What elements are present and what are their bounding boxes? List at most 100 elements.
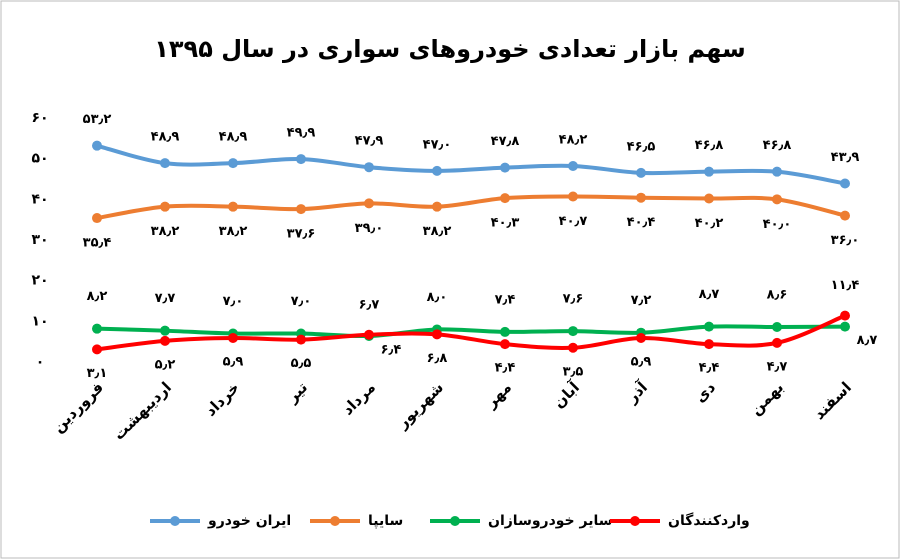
data-label: ۴۸٫۹ xyxy=(151,130,180,145)
legend-label: واردکنندگان xyxy=(668,512,750,529)
data-point xyxy=(704,321,714,332)
data-point xyxy=(840,210,850,221)
data-label: ۴۷٫۹ xyxy=(355,134,384,149)
data-label: ۳۹٫۰ xyxy=(355,221,384,236)
y-tick-label: ۶۰ xyxy=(31,110,48,126)
data-label: ۴٫۴ xyxy=(699,361,720,376)
y-tick-label: ۱۰ xyxy=(31,313,48,329)
legend-marker xyxy=(630,516,640,526)
data-label: ۴٫۷ xyxy=(767,359,788,374)
data-point xyxy=(228,201,238,212)
data-label: ۳۵٫۴ xyxy=(83,236,112,251)
data-label: ۳۸٫۲ xyxy=(219,224,248,239)
data-point xyxy=(636,192,646,203)
data-point xyxy=(840,310,850,321)
data-point xyxy=(704,166,714,177)
data-label: ۴۰٫۰ xyxy=(763,217,792,232)
data-point xyxy=(568,160,578,171)
data-label: ۵٫۹ xyxy=(631,355,652,370)
data-point xyxy=(568,191,578,202)
chart-title: سهم بازار تعدادی خودروهای سواری در سال ۱… xyxy=(154,35,746,63)
data-point xyxy=(840,178,850,189)
data-label: ۶٫۸ xyxy=(427,351,448,366)
data-label: ۴۰٫۲ xyxy=(695,216,724,231)
data-point xyxy=(296,204,306,215)
data-label: ۳٫۱ xyxy=(87,366,108,381)
data-point xyxy=(568,326,578,337)
data-point xyxy=(364,162,374,173)
data-label: ۸٫۶ xyxy=(767,288,788,303)
y-tick-label: ۲۰ xyxy=(31,273,48,289)
data-point xyxy=(364,329,374,340)
legend-marker xyxy=(450,516,460,526)
series-line xyxy=(95,313,847,352)
data-label: ۸٫۲ xyxy=(87,289,108,304)
data-label: ۷٫۴ xyxy=(495,292,516,307)
data-label: ۴۰٫۴ xyxy=(627,215,656,230)
data-label: ۴۶٫۸ xyxy=(763,138,792,153)
data-label: ۷٫۷ xyxy=(155,291,176,306)
data-label: ۴۷٫۸ xyxy=(491,134,520,149)
y-tick-label: ۵۰ xyxy=(31,151,48,167)
data-label: ۳۸٫۲ xyxy=(151,224,180,239)
y-tick-label: ۳۰ xyxy=(31,232,48,248)
data-label: ۵۳٫۲ xyxy=(83,112,112,127)
data-point xyxy=(568,342,578,353)
series-line xyxy=(95,194,847,221)
data-label: ۴٫۴ xyxy=(495,361,516,376)
data-label: ۵٫۹ xyxy=(223,355,244,370)
data-point xyxy=(772,166,782,177)
data-point xyxy=(636,333,646,344)
data-point xyxy=(704,339,714,350)
data-point xyxy=(296,154,306,165)
data-point xyxy=(160,158,170,169)
data-point xyxy=(92,323,102,334)
data-point xyxy=(432,165,442,176)
data-point xyxy=(160,335,170,346)
data-label: ۴۶٫۸ xyxy=(695,138,724,153)
data-label: ۵٫۵ xyxy=(291,356,312,371)
data-label: ۷٫۶ xyxy=(563,292,584,307)
legend-label: سایر خودروسازان xyxy=(488,513,613,529)
data-label: ۴۹٫۹ xyxy=(287,126,316,141)
data-label: ۷٫۰ xyxy=(223,294,244,309)
data-point xyxy=(500,162,510,173)
data-point xyxy=(92,140,102,151)
data-point xyxy=(840,321,850,332)
data-label: ۴۰٫۷ xyxy=(559,214,588,229)
data-label: ۴۳٫۹ xyxy=(831,150,860,165)
data-point xyxy=(772,337,782,348)
data-point xyxy=(500,339,510,350)
data-point xyxy=(296,334,306,345)
y-tick-label: ۴۰ xyxy=(31,191,48,207)
data-label: ۸٫۷ xyxy=(857,333,878,348)
data-label: ۷٫۰ xyxy=(291,294,312,309)
data-label: ۴۰٫۳ xyxy=(491,216,520,231)
data-point xyxy=(364,198,374,209)
data-label: ۵٫۲ xyxy=(155,357,176,372)
series-line xyxy=(95,324,847,339)
data-point xyxy=(92,344,102,355)
data-label: ۷٫۲ xyxy=(631,293,652,308)
data-point xyxy=(500,326,510,337)
series-line xyxy=(95,143,847,186)
data-label: ۳٫۵ xyxy=(563,364,584,379)
data-point xyxy=(772,194,782,205)
data-point xyxy=(228,158,238,169)
data-label: ۳۷٫۶ xyxy=(287,227,316,242)
data-label: ۳۸٫۲ xyxy=(423,224,452,239)
data-point xyxy=(92,213,102,224)
data-label: ۳۶٫۰ xyxy=(831,233,860,248)
data-point xyxy=(160,325,170,336)
legend-label: سایپا xyxy=(368,513,403,529)
data-label: ۴۸٫۹ xyxy=(219,130,248,145)
data-point xyxy=(704,193,714,204)
data-point xyxy=(160,201,170,212)
data-label: ۴۶٫۵ xyxy=(627,139,656,154)
data-point xyxy=(772,322,782,333)
data-label: ۶٫۴ xyxy=(381,342,402,357)
data-label: ۱۱٫۴ xyxy=(831,278,860,293)
data-point xyxy=(432,201,442,212)
